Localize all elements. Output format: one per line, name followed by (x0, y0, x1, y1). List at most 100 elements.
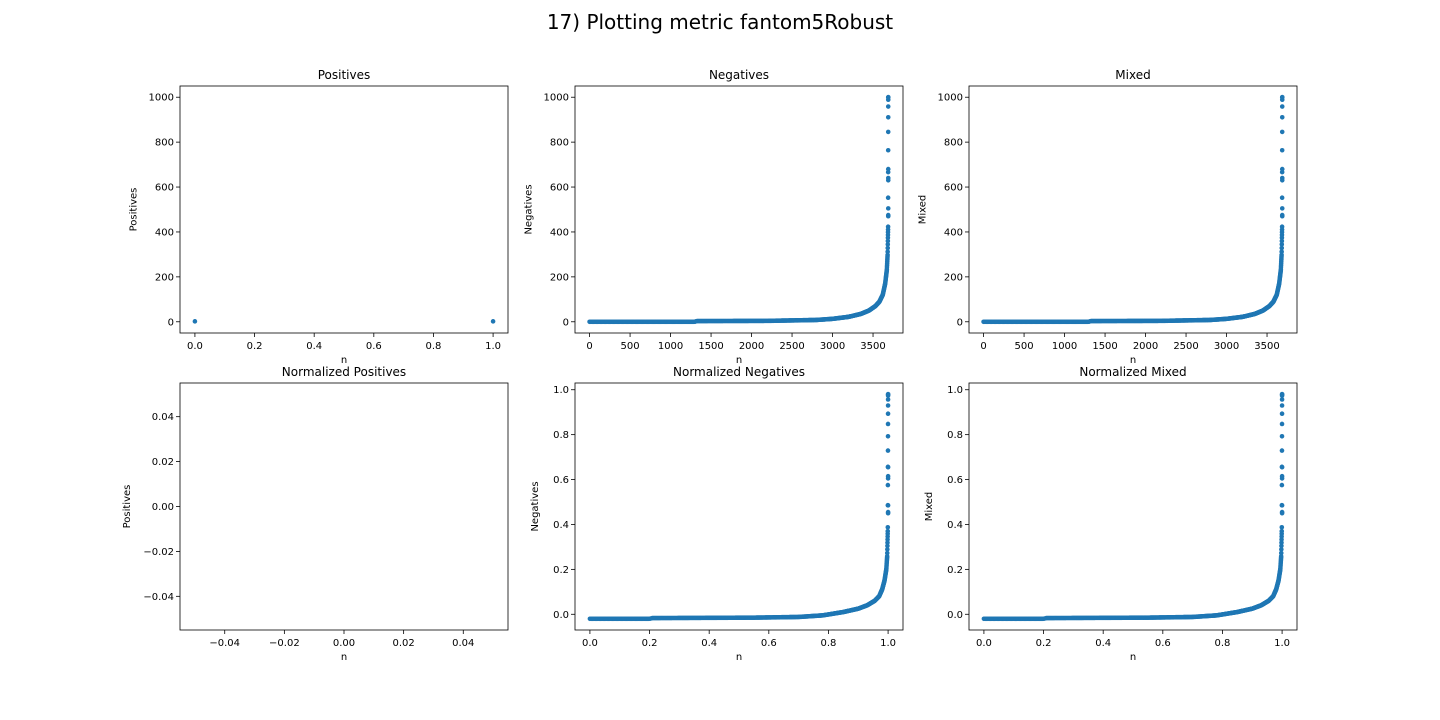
y-axis-label: Mixed (924, 492, 935, 522)
axes-frame (179, 382, 509, 631)
y-tick-label: 0.8 (553, 430, 569, 441)
x-tick-label: 2000 (1133, 341, 1158, 352)
x-axis-label: n (1130, 652, 1136, 663)
data-point (1279, 547, 1284, 552)
scatter-series (587, 391, 891, 622)
data-point (1279, 411, 1285, 416)
data-point (885, 524, 891, 530)
data-point (192, 319, 198, 324)
data-point (490, 319, 496, 324)
data-point (885, 213, 891, 219)
x-tick-label: 2500 (1173, 341, 1198, 352)
data-point (885, 510, 891, 516)
data-point (1279, 464, 1285, 470)
x-axis-label: n (1130, 355, 1136, 366)
x-tick-label: 500 (621, 341, 640, 352)
x-tick-label: 2500 (779, 341, 804, 352)
data-point (1279, 238, 1285, 244)
data-point (885, 178, 891, 183)
x-tick-label: 0.00 (333, 638, 355, 649)
data-point (1279, 195, 1285, 200)
y-tick-label: 0.2 (947, 565, 963, 576)
axes-frame (574, 85, 904, 334)
x-tick-label: 0.0 (582, 638, 598, 649)
y-tick-label: 400 (155, 227, 174, 238)
data-point (885, 528, 891, 534)
data-point (885, 242, 891, 247)
y-tick-label: 0.0 (947, 610, 963, 621)
data-point (1279, 129, 1285, 135)
data-point (885, 543, 890, 549)
data-point (885, 115, 891, 120)
data-point (885, 129, 891, 135)
y-tick-label: 1.0 (553, 385, 569, 396)
x-tick-label: 3000 (820, 341, 845, 352)
x-tick-label: 0 (980, 341, 986, 352)
x-tick-label: 0.04 (452, 638, 474, 649)
data-point (1279, 206, 1285, 211)
data-point (1279, 115, 1285, 120)
data-point (884, 550, 890, 556)
data-point (885, 433, 891, 439)
data-point (1279, 166, 1285, 172)
data-point (885, 147, 891, 153)
x-tick-label: 0.8 (426, 341, 442, 352)
y-tick-label: 200 (155, 272, 174, 283)
y-tick-label: 0.4 (553, 520, 569, 531)
y-tick-label: 0 (168, 317, 174, 328)
y-tick-label: 600 (944, 183, 963, 194)
x-tick-label: 0.02 (393, 638, 415, 649)
y-tick-label: 0.8 (947, 430, 963, 441)
x-tick-label: 0.2 (1036, 638, 1052, 649)
y-axis-label: Negatives (530, 481, 541, 531)
x-tick-label: −0.04 (209, 638, 240, 649)
data-point (885, 397, 891, 402)
y-tick-label: 0.0 (553, 610, 569, 621)
data-point (1278, 550, 1284, 556)
axes-frame (968, 85, 1298, 334)
scatter-series (981, 94, 1285, 325)
axes-frame (574, 382, 904, 631)
y-tick-label: 0.6 (947, 475, 963, 486)
y-axis-label: Negatives (523, 184, 534, 234)
y-tick-label: 400 (550, 227, 569, 238)
data-point (885, 476, 891, 481)
x-tick-label: 0.6 (366, 341, 382, 352)
x-tick-label: 0.0 (187, 341, 203, 352)
x-tick-label: 500 (1015, 341, 1034, 352)
data-point (1279, 476, 1285, 481)
data-point (885, 206, 891, 211)
y-tick-label: 0 (563, 317, 569, 328)
x-tick-label: 1500 (698, 341, 723, 352)
x-axis-label: n (341, 355, 347, 366)
data-point (1279, 147, 1285, 153)
figure-suptitle: 17) Plotting metric fantom5Robust (547, 10, 893, 34)
y-tick-label: 400 (944, 227, 963, 238)
y-tick-label: 800 (550, 138, 569, 149)
x-tick-label: 0.4 (1095, 638, 1111, 649)
subplot-6: Normalized Mixed 0.0 0.2 0.4 0.6 0.8 1.0 0.0 0.2… (924, 365, 1298, 663)
data-point (1279, 503, 1285, 508)
x-tick-label: 0.4 (701, 638, 717, 649)
x-tick-label: 0.0 (976, 638, 992, 649)
y-tick-label: 600 (155, 183, 174, 194)
x-tick-label: 2000 (739, 341, 764, 352)
y-tick-label: 800 (944, 138, 963, 149)
data-point (885, 482, 891, 488)
subplot-title: Normalized Negatives (673, 365, 805, 379)
data-point (1279, 94, 1285, 100)
data-point (885, 104, 891, 109)
data-point (1279, 397, 1285, 402)
x-tick-label: 1.0 (485, 341, 501, 352)
data-point (1279, 224, 1285, 229)
data-point (885, 94, 891, 100)
subplot-title: Negatives (709, 68, 769, 82)
y-axis-label: Positives (128, 188, 139, 232)
data-point (885, 411, 891, 416)
data-point (1279, 482, 1285, 488)
data-point (885, 245, 891, 251)
data-point (885, 224, 891, 229)
x-tick-label: 1000 (1052, 341, 1077, 352)
data-point (885, 403, 891, 408)
y-tick-label: 0.2 (553, 565, 569, 576)
